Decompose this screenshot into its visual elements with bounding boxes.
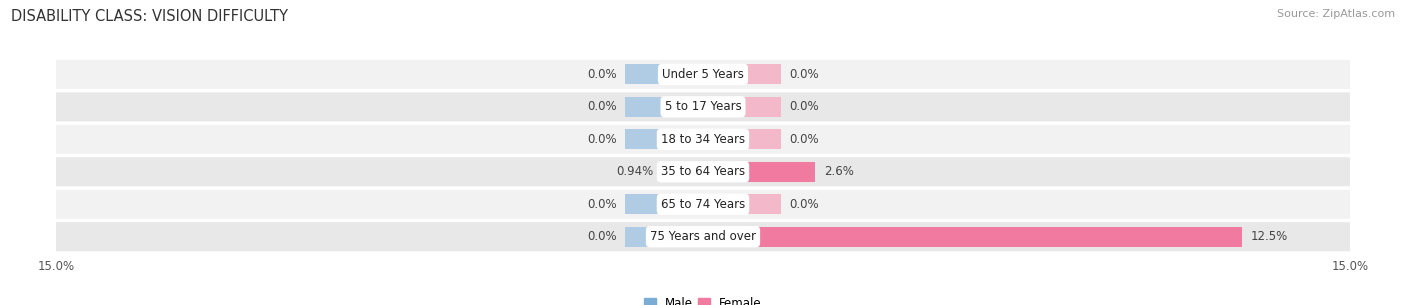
Bar — [662, 162, 703, 182]
Text: 0.94%: 0.94% — [617, 165, 654, 178]
FancyBboxPatch shape — [0, 91, 1406, 123]
FancyBboxPatch shape — [0, 156, 1406, 188]
Bar — [703, 129, 780, 149]
Text: 75 Years and over: 75 Years and over — [650, 230, 756, 243]
Bar — [626, 227, 703, 247]
Text: 0.0%: 0.0% — [789, 198, 818, 211]
Text: 0.0%: 0.0% — [588, 100, 617, 113]
Text: 2.6%: 2.6% — [824, 165, 853, 178]
Text: 35 to 64 Years: 35 to 64 Years — [661, 165, 745, 178]
Bar — [703, 64, 780, 84]
Text: Under 5 Years: Under 5 Years — [662, 68, 744, 81]
Text: DISABILITY CLASS: VISION DIFFICULTY: DISABILITY CLASS: VISION DIFFICULTY — [11, 9, 288, 24]
FancyBboxPatch shape — [0, 59, 1406, 90]
Text: 18 to 34 Years: 18 to 34 Years — [661, 133, 745, 146]
Legend: Male, Female: Male, Female — [640, 292, 766, 305]
Bar — [703, 194, 780, 214]
Text: 12.5%: 12.5% — [1250, 230, 1288, 243]
Text: 0.0%: 0.0% — [588, 198, 617, 211]
Text: 0.0%: 0.0% — [588, 133, 617, 146]
Bar — [626, 129, 703, 149]
Text: 0.0%: 0.0% — [789, 133, 818, 146]
FancyBboxPatch shape — [0, 221, 1406, 253]
Bar — [626, 194, 703, 214]
Text: 0.0%: 0.0% — [789, 100, 818, 113]
Text: Source: ZipAtlas.com: Source: ZipAtlas.com — [1277, 9, 1395, 19]
Bar — [626, 97, 703, 117]
Text: 0.0%: 0.0% — [789, 68, 818, 81]
Bar — [626, 64, 703, 84]
FancyBboxPatch shape — [0, 188, 1406, 220]
Text: 65 to 74 Years: 65 to 74 Years — [661, 198, 745, 211]
Text: 0.0%: 0.0% — [588, 68, 617, 81]
Bar — [703, 97, 780, 117]
Bar — [703, 162, 815, 182]
FancyBboxPatch shape — [0, 124, 1406, 155]
Bar — [703, 227, 1241, 247]
Text: 5 to 17 Years: 5 to 17 Years — [665, 100, 741, 113]
Text: 0.0%: 0.0% — [588, 230, 617, 243]
